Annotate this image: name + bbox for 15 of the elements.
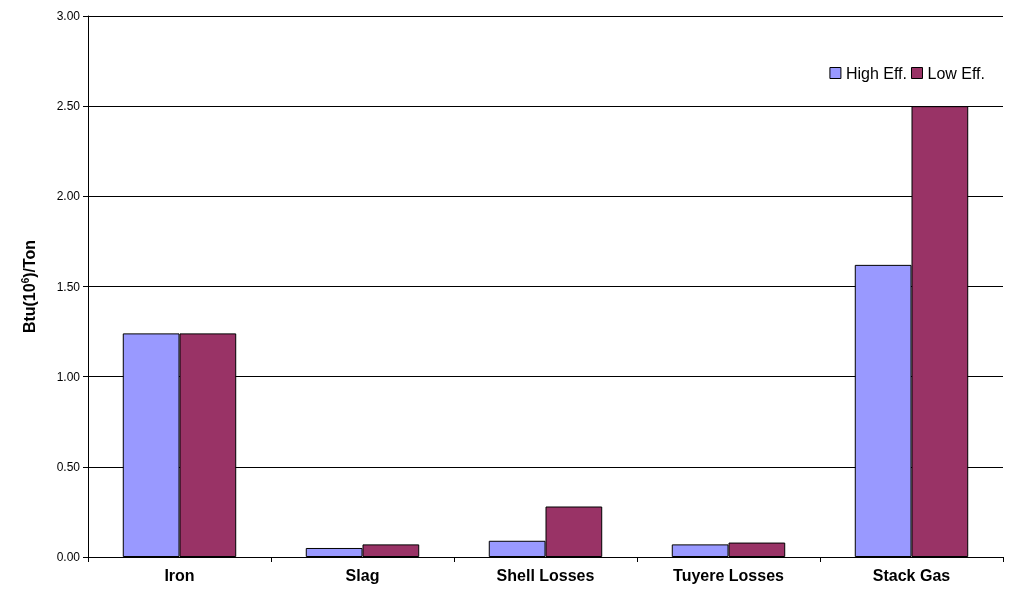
y-tick-label: 3.00 bbox=[56, 9, 81, 23]
x-tick-label: Iron bbox=[164, 566, 195, 584]
y-axis-title: Btu(106)/Ton bbox=[19, 239, 38, 334]
y-tick-label: 0.50 bbox=[56, 459, 81, 474]
x-tick-label: Stack Gas bbox=[872, 566, 951, 584]
x-tick-label: Slag bbox=[345, 566, 380, 584]
y-tick-label: 1.00 bbox=[56, 369, 81, 384]
x-tick-label: Shell Losses bbox=[496, 566, 595, 584]
y-tick-label: 0.00 bbox=[56, 550, 81, 564]
legend-label: Low Eff. bbox=[927, 64, 985, 82]
y-tick-label: 1.50 bbox=[56, 279, 81, 294]
y-tick-label: 2.00 bbox=[56, 189, 81, 204]
y-tick-label: 2.50 bbox=[56, 99, 81, 114]
x-tick-label: Tuyere Losses bbox=[673, 566, 785, 584]
legend-label: High Eff. bbox=[845, 64, 907, 82]
